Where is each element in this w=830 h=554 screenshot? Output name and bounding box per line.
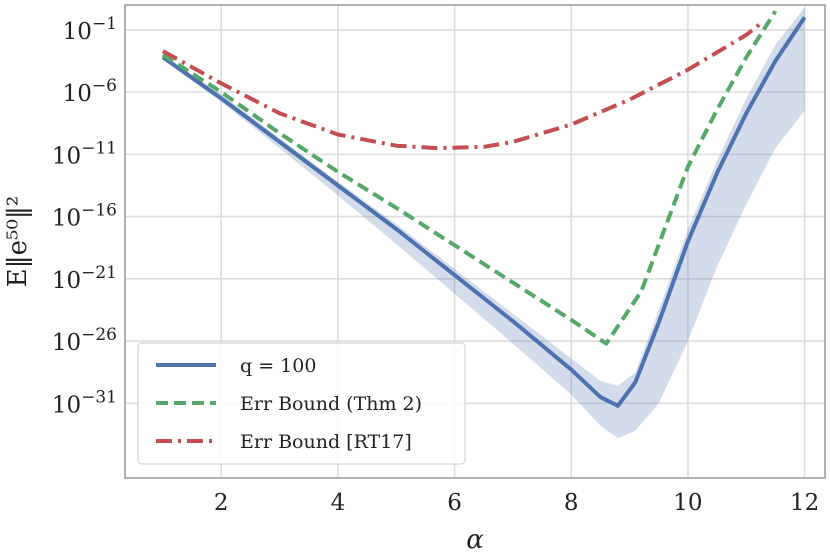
x-tick-label: 6 — [447, 490, 462, 516]
series-line-1 — [161, 16, 807, 408]
legend-label: Err Bound [RT17] — [240, 431, 412, 453]
series-line-2 — [161, 10, 778, 346]
x-tick-label: 10 — [673, 490, 702, 516]
y-tick-label: 10−26 — [52, 325, 117, 356]
y-tick-label: 10−16 — [52, 201, 117, 232]
y-tick-label: 10−21 — [52, 263, 117, 294]
x-tick-label: 8 — [564, 490, 579, 516]
y-tick-label: 10−11 — [52, 138, 117, 169]
series-lines-layer — [161, 10, 807, 408]
x-tick-labels: 2 4 6 8 10 12 — [214, 490, 819, 516]
series-line-3 — [161, 19, 766, 151]
x-tick-label: 4 — [331, 490, 346, 516]
y-tick-label: 10−6 — [63, 76, 117, 107]
y-axis-label: E‖e⁵⁰‖² — [3, 196, 33, 288]
y-tick-label: 10−1 — [63, 14, 117, 45]
y-tick-labels: 10−1 10−6 10−11 10−16 10−21 10−26 10−31 — [52, 14, 117, 418]
y-tick-label: 10−31 — [52, 387, 117, 418]
x-tick-label: 12 — [790, 490, 819, 516]
x-axis-label: α — [466, 525, 484, 554]
legend-label: q = 100 — [240, 355, 316, 377]
x-tick-label: 2 — [214, 490, 229, 516]
legend-box — [137, 342, 466, 465]
legend-label: Err Bound (Thm 2) — [240, 393, 422, 415]
plot-frame — [124, 4, 826, 479]
legend: q = 100 Err Bound (Thm 2) Err Bound [RT17] — [137, 342, 466, 465]
